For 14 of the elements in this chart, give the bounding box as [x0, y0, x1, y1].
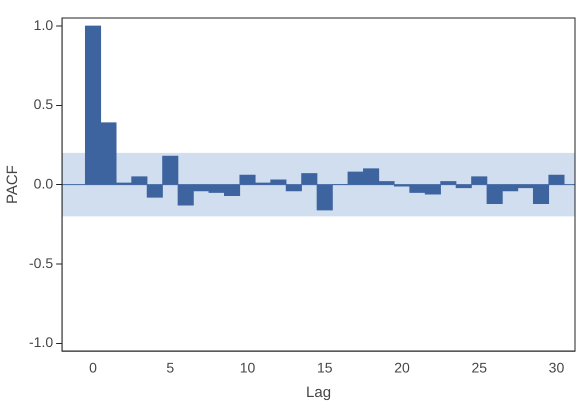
x-tick-label: 15 [316, 359, 333, 376]
x-tick-label: 20 [394, 359, 410, 376]
y-tick-label: 1.0 [34, 16, 54, 33]
y-tick-label: 0.0 [34, 175, 54, 192]
x-tick-label: 10 [240, 359, 256, 376]
x-tick-label: 25 [471, 359, 488, 376]
y-axis-title: PACF [4, 165, 22, 204]
y-tick-label: -1.0 [29, 334, 54, 350]
y-tick-label: 0.5 [34, 96, 54, 112]
x-tick-label: 30 [548, 359, 564, 376]
x-axis-title: Lag [306, 384, 332, 402]
y-tick-label: -0.5 [29, 254, 54, 271]
x-tick-label: 5 [166, 359, 174, 376]
x-tick-label: 0 [89, 359, 98, 376]
